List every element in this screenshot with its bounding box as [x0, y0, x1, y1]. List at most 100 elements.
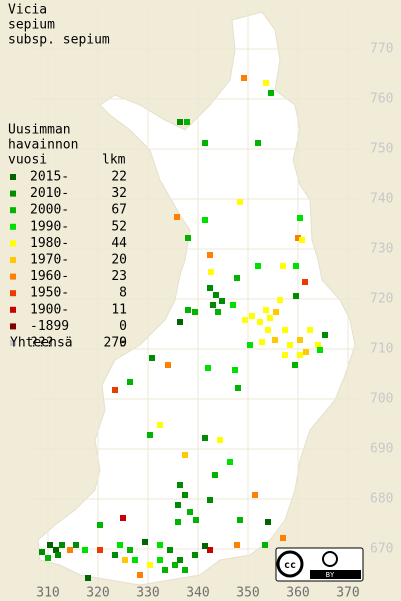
occurrence-square: [174, 214, 180, 220]
occurrence-square: [265, 519, 271, 525]
occurrences: [39, 75, 328, 581]
x-label: 310: [36, 586, 59, 601]
occurrence-square: [252, 492, 258, 498]
occurrence-square: [213, 292, 219, 298]
occurrence-square: [287, 342, 293, 348]
occurrence-square: [267, 315, 273, 321]
occurrence-square: [227, 459, 233, 465]
occurrence-square: [193, 517, 199, 523]
occurrence-square: [45, 555, 51, 561]
legend-count: 20: [111, 253, 127, 268]
legend-swatch: [10, 223, 16, 230]
y-label: 710: [370, 342, 393, 357]
occurrence-square: [219, 298, 225, 304]
by-icon: [322, 551, 338, 567]
occurrence-square: [237, 199, 243, 205]
legend-swatch: [10, 240, 16, 247]
y-label: 770: [370, 42, 393, 57]
legend-label: 1970-: [30, 253, 69, 268]
occurrence-square: [215, 309, 221, 315]
occurrence-square: [73, 542, 79, 548]
occurrence-square: [315, 342, 321, 348]
occurrence-square: [234, 542, 240, 548]
occurrence-square: [255, 140, 261, 146]
legend-heading: havainnon: [8, 138, 78, 153]
y-label: 760: [370, 92, 393, 107]
occurrence-square: [272, 337, 278, 343]
legend-swatch: [10, 207, 16, 214]
occurrence-square: [137, 572, 143, 578]
occurrence-square: [280, 535, 286, 541]
occurrence-square: [241, 75, 247, 81]
occurrence-square: [192, 552, 198, 558]
legend-count: 0: [119, 319, 127, 334]
legend-swatch: [10, 273, 16, 280]
occurrence-square: [268, 90, 274, 96]
occurrence-square: [277, 297, 283, 303]
badge-bar: [310, 570, 361, 579]
legend-swatch: [10, 306, 16, 313]
legend-label: 1980-: [30, 236, 69, 251]
occurrence-square: [293, 263, 299, 269]
occurrence-square: [172, 562, 178, 568]
occurrence-square: [234, 275, 240, 281]
occurrence-square: [185, 307, 191, 313]
occurrence-square: [97, 522, 103, 528]
cc-icon: [276, 550, 304, 578]
occurrence-square: [112, 387, 118, 393]
occurrence-square: [157, 557, 163, 563]
legend-label: 1960-: [30, 269, 69, 284]
legend-swatch: [10, 290, 16, 297]
occurrence-square: [175, 502, 181, 508]
occurrence-square: [263, 80, 269, 86]
occurrence-square: [162, 567, 168, 573]
occurrence-square: [280, 263, 286, 269]
legend-label: 2010-: [30, 186, 69, 201]
cc-icon-text: cc: [284, 560, 296, 571]
occurrence-square: [207, 285, 213, 291]
occurrence-square: [177, 119, 183, 125]
occurrence-square: [273, 309, 279, 315]
occurrence-square: [192, 309, 198, 315]
legend-count: 8: [119, 286, 127, 301]
occurrence-square: [235, 385, 241, 391]
occurrence-square: [47, 542, 53, 548]
occurrence-square: [297, 215, 303, 221]
occurrence-square: [182, 492, 188, 498]
occurrence-square: [67, 547, 73, 553]
y-label: 720: [370, 292, 393, 307]
occurrence-square: [302, 279, 308, 285]
occurrence-square: [307, 327, 313, 333]
x-label: 340: [186, 586, 209, 601]
occurrence-square: [217, 437, 223, 443]
title: sepium: [8, 18, 55, 33]
occurrence-square: [167, 547, 173, 553]
occurrence-square: [202, 217, 208, 223]
legend-count: 44: [111, 236, 127, 251]
occurrence-square: [147, 562, 153, 568]
legend-count: 67: [111, 203, 127, 218]
occurrence-square: [317, 347, 323, 353]
legend-label: 1990-: [30, 219, 69, 234]
legend-label: 2015-: [30, 170, 69, 185]
license-text: BY: [326, 571, 335, 579]
occurrence-square: [82, 547, 88, 553]
x-label: 320: [86, 586, 109, 601]
occurrence-square: [157, 542, 163, 548]
occurrence-square: [39, 549, 45, 555]
x-label: 330: [136, 586, 159, 601]
occurrence-square: [157, 422, 163, 428]
occurrence-square: [149, 355, 155, 361]
occurrence-square: [242, 317, 248, 323]
title: Vicia: [8, 3, 47, 18]
occurrence-square: [232, 367, 238, 373]
occurrence-square: [262, 542, 268, 548]
legend-swatch: [10, 323, 16, 330]
occurrence-square: [182, 452, 188, 458]
occurrence-square: [205, 365, 211, 371]
legend-count: 52: [111, 219, 127, 234]
occurrence-square: [299, 237, 305, 243]
legend-swatch: [10, 257, 16, 263]
occurrence-square: [249, 313, 255, 319]
